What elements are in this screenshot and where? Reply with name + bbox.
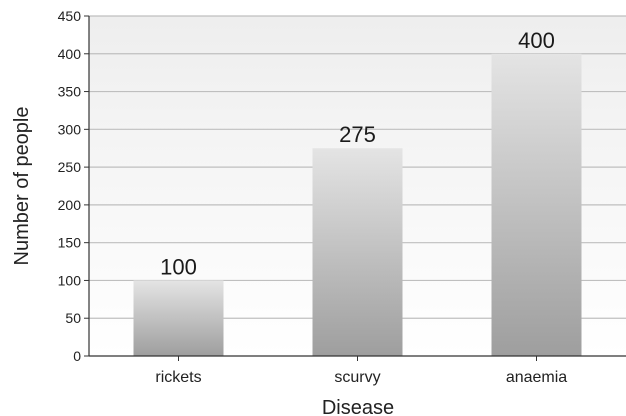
y-tick-label: 350 — [58, 84, 82, 100]
data-label-anaemia: 400 — [518, 28, 555, 53]
y-tick-label: 450 — [58, 8, 82, 24]
x-tick-label-anaemia: anaemia — [506, 369, 567, 386]
bar-anaemia — [491, 53, 582, 357]
labels: 0 50 100 150 200 250 300 350 400 450 rickets 100 scu… — [58, 8, 568, 386]
y-tick-label: 300 — [58, 121, 82, 137]
y-tick-label: 0 — [73, 348, 81, 364]
bars — [133, 53, 582, 357]
y-tick-label: 150 — [58, 235, 82, 251]
y-tick-label: 400 — [58, 46, 82, 62]
x-axis-title: Disease — [322, 397, 394, 416]
y-tick-label: 200 — [58, 197, 82, 213]
bar-scurvy — [312, 148, 403, 356]
data-label-scurvy: 275 — [339, 122, 376, 147]
y-tick-label: 100 — [58, 272, 82, 288]
axes — [84, 15, 626, 361]
y-axis-title: Number of people — [11, 107, 33, 266]
data-label-rickets: 100 — [160, 254, 197, 279]
y-tick-label: 250 — [58, 159, 82, 175]
y-tick-label: 50 — [65, 310, 81, 326]
bar-rickets — [133, 280, 224, 356]
x-tick-label-scurvy: scurvy — [334, 369, 380, 386]
x-tick-label-rickets: rickets — [155, 369, 201, 386]
